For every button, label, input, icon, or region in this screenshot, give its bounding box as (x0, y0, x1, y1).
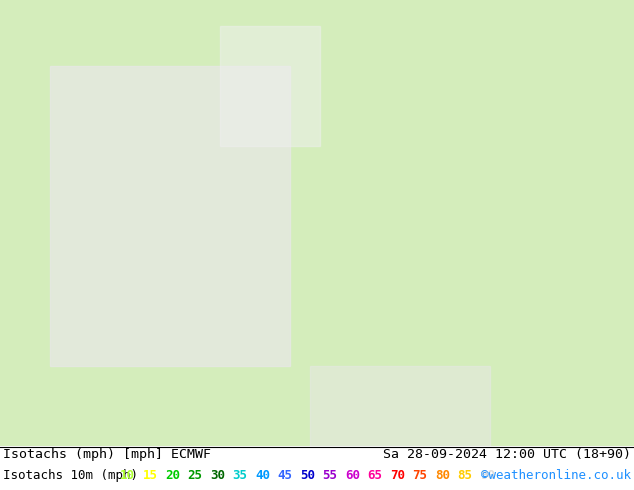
Text: 60: 60 (345, 469, 360, 482)
Text: 70: 70 (390, 469, 405, 482)
Bar (310, 366, 490, 446)
Text: Isotachs (mph) [mph] ECMWF: Isotachs (mph) [mph] ECMWF (3, 448, 211, 461)
Text: 40: 40 (255, 469, 270, 482)
Text: 90: 90 (480, 469, 495, 482)
Text: 35: 35 (233, 469, 247, 482)
Bar (50, 66, 290, 366)
Text: 50: 50 (300, 469, 315, 482)
Text: Sa 28-09-2024 12:00 UTC (18+90): Sa 28-09-2024 12:00 UTC (18+90) (383, 448, 631, 461)
Text: 75: 75 (413, 469, 427, 482)
Text: 85: 85 (458, 469, 472, 482)
Text: ©weatheronline.co.uk: ©weatheronline.co.uk (481, 469, 631, 482)
Text: 65: 65 (368, 469, 382, 482)
Text: 15: 15 (143, 469, 157, 482)
Text: 10: 10 (120, 469, 135, 482)
Text: 25: 25 (188, 469, 202, 482)
Text: 45: 45 (278, 469, 292, 482)
Text: 55: 55 (323, 469, 337, 482)
Bar (220, 26, 320, 146)
Text: 30: 30 (210, 469, 225, 482)
Text: 20: 20 (165, 469, 180, 482)
Text: Isotachs 10m (mph): Isotachs 10m (mph) (3, 469, 138, 482)
Text: 80: 80 (435, 469, 450, 482)
